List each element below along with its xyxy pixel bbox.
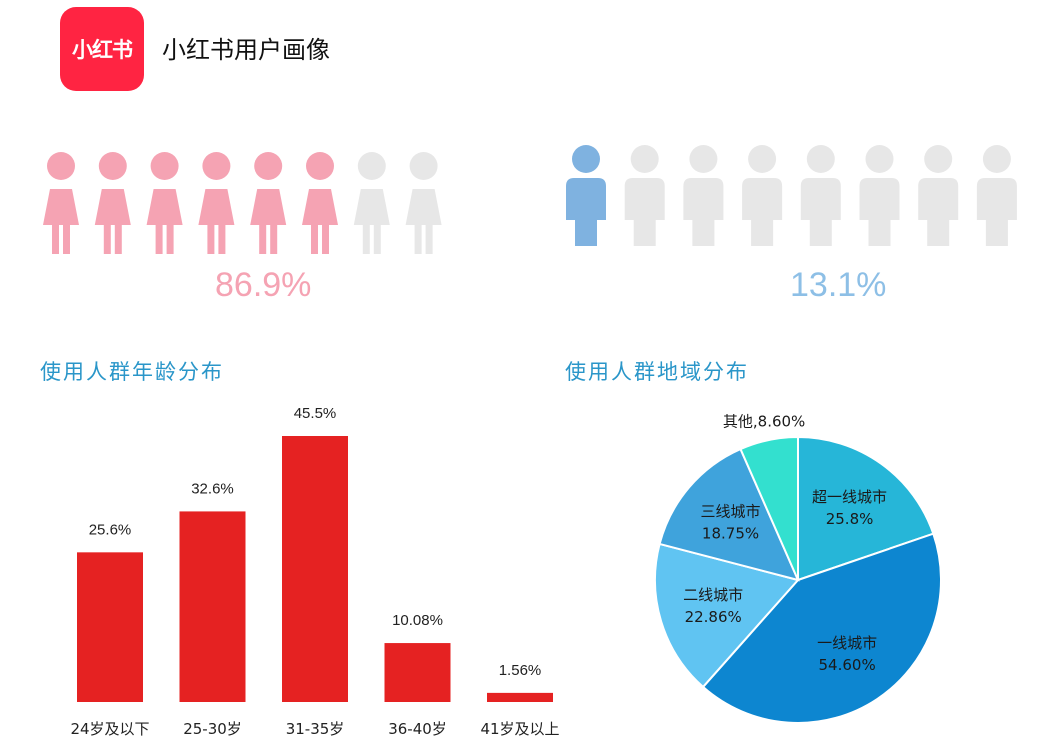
age-bar (77, 552, 143, 702)
female-person-icon (198, 152, 235, 254)
region-section-title: 使用人群地域分布 (565, 360, 749, 384)
age-section-title: 使用人群年龄分布 (40, 360, 224, 384)
female-person-icon (146, 152, 183, 254)
male-person-icon (918, 145, 959, 246)
pie-slice (654, 542, 800, 689)
pie-slice-label: 超一线城市 (812, 488, 887, 506)
bar-category-label: 25-30岁 (183, 720, 242, 738)
male-person-icon (683, 145, 724, 246)
female-person-icon (94, 152, 131, 254)
age-bar (487, 692, 553, 702)
pie-slice-value: 25.8% (826, 510, 874, 528)
male-person-icon (624, 145, 665, 246)
logo-text: 小红书 (72, 38, 133, 62)
male-percentage: 13.1% (790, 266, 887, 304)
male-person-icon (859, 145, 900, 246)
bar-category-label: 41岁及以上 (480, 720, 559, 738)
female-person-icon (250, 152, 287, 254)
bar-value-label: 25.6% (89, 521, 132, 538)
age-bar (282, 436, 348, 702)
bar-category-label: 24岁及以下 (70, 720, 149, 738)
pie-slice-label: 二线城市 (683, 586, 743, 604)
pie-slice-value: 18.75% (702, 524, 759, 542)
age-bar (384, 643, 451, 702)
male-person-icon (976, 145, 1017, 246)
female-person-icon (43, 152, 79, 254)
bar-category-label: 31-35岁 (286, 720, 345, 738)
pie-slice (658, 447, 800, 582)
male-person-icon (800, 145, 841, 246)
female-person-icon (302, 152, 338, 254)
bar-value-label: 45.5% (294, 405, 337, 422)
pie-slice (701, 532, 942, 724)
page-title: 小红书用户画像 (162, 36, 330, 64)
pie-slice-label: 三线城市 (701, 502, 761, 520)
pie-slice (739, 435, 799, 581)
pie-slice-label: 一线城市 (817, 634, 877, 652)
female-percentage: 86.9% (215, 266, 312, 304)
xiaohongshu-logo: 小红书 (60, 7, 144, 91)
age-bar (179, 511, 246, 702)
bar-category-label: 36-40岁 (388, 720, 447, 738)
male-person-icon (742, 145, 783, 246)
female-person-icon (405, 152, 442, 254)
bar-value-label: 10.08% (392, 612, 443, 629)
male-person-icon (566, 145, 606, 246)
pie-slice-value: 54.60% (819, 656, 876, 674)
pie-slice-label: 其他,8.60% (723, 412, 805, 430)
female-person-icon (353, 152, 390, 254)
pie-slice-value: 22.86% (685, 608, 742, 626)
bar-value-label: 32.6% (191, 480, 234, 497)
bar-value-label: 1.56% (499, 662, 542, 679)
